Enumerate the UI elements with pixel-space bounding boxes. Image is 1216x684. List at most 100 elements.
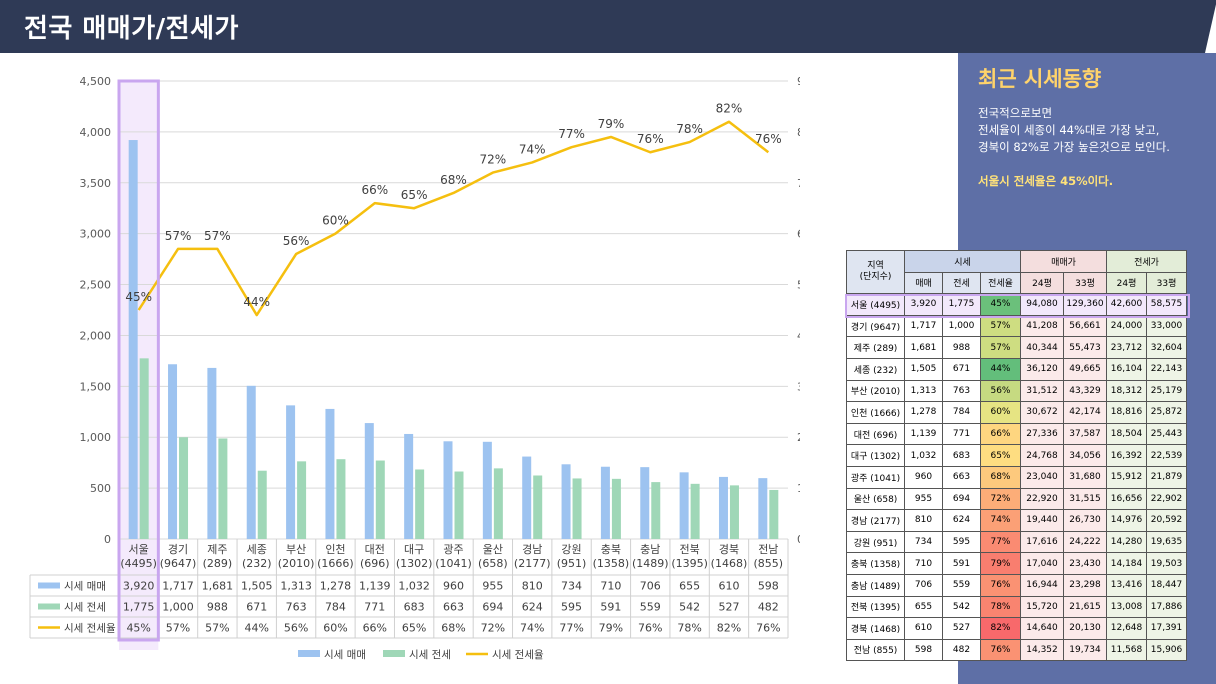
x-tick-label-count: (855) <box>754 557 784 570</box>
table-value: 1,032 <box>398 580 430 593</box>
data-label-ratio: 76% <box>637 132 664 146</box>
y-right-tick-label: 30% <box>797 380 800 393</box>
table-series-name: 시세 매매 <box>64 581 106 593</box>
table-value: 663 <box>443 601 464 614</box>
region-cell: 충북 (1358) <box>846 552 905 575</box>
table-value: 1,000 <box>162 601 194 614</box>
x-tick-label: 서울 <box>129 543 149 556</box>
value-cell: 56% <box>980 379 1021 403</box>
value-cell: 32,604 <box>1146 336 1187 359</box>
y-left-tick-label: 4,000 <box>80 126 112 139</box>
table-value: 1,681 <box>202 580 234 593</box>
table-row: 광주 (1041) 960 663 68% 23,040 31,680 15,912 21,8… <box>846 465 1187 489</box>
region-cell: 인천 (1666) <box>846 401 905 424</box>
value-cell: 43,329 <box>1063 379 1107 403</box>
value-cell: 15,906 <box>1146 638 1187 662</box>
value-cell: 25,872 <box>1146 401 1187 424</box>
bar-maemae <box>679 472 689 539</box>
y-right-tick-label: 40% <box>797 329 800 342</box>
value-cell: 40,344 <box>1020 336 1064 359</box>
bar-jeonse <box>218 438 228 539</box>
value-cell: 24,768 <box>1020 444 1064 467</box>
data-label-ratio: 77% <box>558 127 585 141</box>
table-value: 988 <box>207 601 228 614</box>
table-value: 706 <box>640 580 661 593</box>
value-cell: 18,312 <box>1106 379 1147 403</box>
subheader: 전세율 <box>980 271 1021 295</box>
bar-jeonse <box>454 471 464 539</box>
value-cell: 23,040 <box>1020 465 1064 489</box>
y-right-tick-label: 80% <box>797 126 800 139</box>
table-value: 542 <box>679 601 700 614</box>
value-cell: 31,515 <box>1063 487 1107 511</box>
table-value: 1,505 <box>241 580 273 593</box>
x-tick-label-count: (1302) <box>396 557 433 570</box>
y-left-tick-label: 1,500 <box>80 380 112 393</box>
page-title: 전국 매매가/전세가 <box>24 14 239 44</box>
value-cell: 23,712 <box>1106 336 1147 359</box>
value-cell: 1,717 <box>904 314 943 338</box>
table-value: 784 <box>325 601 346 614</box>
highlight-column-bg <box>119 81 159 650</box>
bar-jeonse <box>611 478 621 539</box>
legend-key <box>383 650 405 657</box>
value-cell: 26,730 <box>1063 509 1107 532</box>
table-value: 734 <box>561 580 582 593</box>
value-cell: 77% <box>980 530 1021 554</box>
value-cell: 482 <box>942 638 981 662</box>
table-value: 527 <box>718 601 739 614</box>
value-cell: 710 <box>904 552 943 575</box>
x-tick-label-count: (951) <box>557 557 587 570</box>
value-cell: 16,944 <box>1020 573 1064 597</box>
value-cell: 18,504 <box>1106 422 1147 446</box>
data-label-ratio: 66% <box>361 183 388 197</box>
table-value: 610 <box>718 580 739 593</box>
table-value: 694 <box>482 601 503 614</box>
region-cell: 대전 (696) <box>846 422 905 446</box>
bar-jeonse <box>415 469 425 539</box>
region-cell: 서울 (4495) <box>846 293 905 316</box>
data-label-ratio: 68% <box>440 173 467 187</box>
value-cell: 57% <box>980 336 1021 359</box>
line-ratio <box>137 120 770 317</box>
value-cell: 57% <box>980 314 1021 338</box>
value-cell: 20,592 <box>1146 509 1187 532</box>
value-cell: 598 <box>904 638 943 662</box>
x-tick-label: 경북 <box>719 543 739 556</box>
subheader: 전세 <box>942 271 981 295</box>
bar-maemae <box>640 467 650 539</box>
table-value: 771 <box>364 601 385 614</box>
value-cell: 14,184 <box>1106 552 1147 575</box>
table-row: 경북 (1468) 610 527 82% 14,640 20,130 12,648 17,3… <box>846 617 1187 640</box>
bar-jeonse <box>375 460 385 539</box>
region-cell: 광주 (1041) <box>846 465 905 489</box>
value-cell: 16,104 <box>1106 357 1147 381</box>
side-text-line: 전국적으로보면 <box>978 106 1053 120</box>
value-cell: 14,640 <box>1020 617 1064 640</box>
value-cell: 12,648 <box>1106 617 1147 640</box>
table-value: 598 <box>758 580 779 593</box>
x-tick-label-count: (696) <box>360 557 390 570</box>
value-cell: 14,976 <box>1106 509 1147 532</box>
value-cell: 810 <box>904 509 943 532</box>
x-tick-label: 세종 <box>247 543 267 556</box>
value-cell: 31,680 <box>1063 465 1107 489</box>
region-cell: 전북 (1395) <box>846 595 905 619</box>
value-cell: 19,635 <box>1146 530 1187 554</box>
value-cell: 21,879 <box>1146 465 1187 489</box>
table-value: 57% <box>205 622 229 635</box>
x-tick-label: 전북 <box>679 543 699 556</box>
legend-label: 시세 전세율 <box>492 649 544 661</box>
x-tick-label-count: (658) <box>478 557 508 570</box>
value-cell: 33,000 <box>1146 314 1187 338</box>
legend-key <box>298 650 320 657</box>
value-cell: 960 <box>904 465 943 489</box>
table-value: 65% <box>402 622 426 635</box>
bar-jeonse <box>179 437 189 539</box>
region-cell: 전남 (855) <box>846 638 905 662</box>
value-cell: 17,391 <box>1146 617 1187 640</box>
value-cell: 31,512 <box>1020 379 1064 403</box>
table-value: 78% <box>677 622 701 635</box>
table-value: 624 <box>522 601 543 614</box>
bar-maemae <box>286 405 296 539</box>
